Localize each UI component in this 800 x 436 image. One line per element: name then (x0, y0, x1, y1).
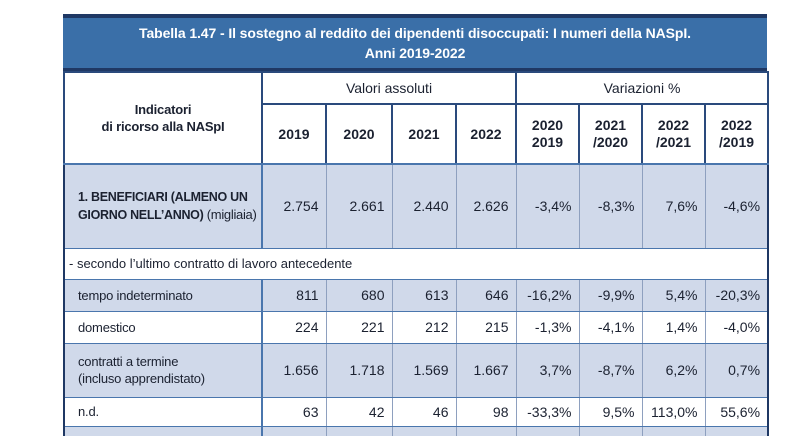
header-var-line1: 2020 (531, 117, 564, 133)
variation-cell: 3,7% (515, 343, 579, 398)
table-row: contratti a termine (incluso apprendista… (64, 343, 769, 398)
empty-cell (64, 426, 263, 436)
row-label-text: domestico (78, 319, 136, 335)
value-cell: 613 (391, 279, 456, 312)
variation-cell: 5,4% (641, 279, 705, 312)
header-year-2019: 2019 (261, 103, 327, 165)
value-cell: 1.718 (325, 343, 392, 398)
variation-cell: -8,7% (578, 343, 642, 398)
header-var-2022-2019: 2022 /2019 (703, 103, 770, 165)
header-indicators: Indicatori di ricorso alla NASpI (63, 71, 263, 165)
header-year-2021: 2021 (391, 103, 457, 165)
empty-cell (704, 426, 769, 436)
table-row-beneficiari: 1. BENEFICIARI (ALMENO UN GIORNO NELL’AN… (64, 164, 769, 249)
row-label: domestico (64, 311, 263, 344)
header-var-line2: /2020 (592, 134, 629, 150)
value-cell: 98 (455, 397, 516, 427)
table-row: n.d. 63 42 46 98 -33,3% 9,5% 113,0% 55,6… (64, 397, 769, 427)
variation-cell: -4,6% (704, 164, 769, 249)
variation-cell: 9,5% (578, 397, 642, 427)
header-year-2022: 2022 (455, 103, 517, 165)
row-label: 1. BENEFICIARI (ALMENO UN GIORNO NELL’AN… (64, 164, 263, 249)
empty-cell (641, 426, 705, 436)
header-var-line1: 2022 (720, 117, 753, 133)
value-cell: 42 (325, 397, 392, 427)
value-cell: 680 (325, 279, 392, 312)
table-row-clipped (64, 426, 769, 436)
row-label: tempo indeterminato (64, 279, 263, 312)
header-indicators-line2: di ricorso alla NASpI (101, 119, 225, 134)
header-year-2020: 2020 (325, 103, 393, 165)
header-var-line1: 2021 (594, 117, 627, 133)
row-label-text: contratti a termine (78, 354, 179, 369)
variation-cell: -4,0% (704, 311, 769, 344)
row-label-text: n.d. (78, 404, 99, 419)
naspi-table: Indicatori di ricorso alla NASpI Valori … (63, 71, 770, 436)
value-cell: 1.667 (455, 343, 516, 398)
header-indicators-line1: Indicatori (134, 102, 192, 117)
empty-cell (325, 426, 392, 436)
variation-cell: 6,2% (641, 343, 705, 398)
table-row: tempo indeterminato 811 680 613 646 -16,… (64, 279, 769, 312)
header-var-line1: 2022 (657, 117, 690, 133)
table-section-row: - secondo l’ultimo contratto di lavoro a… (64, 248, 769, 280)
value-cell: 811 (261, 279, 326, 312)
row-label-line2: GIORNO NELL’ANNO) (migliaia) (78, 206, 260, 224)
header-var-2022-2021: 2022 /2021 (641, 103, 706, 165)
header-var-line2: /2021 (655, 134, 692, 150)
header-variazioni: Variazioni % (514, 71, 770, 105)
variation-cell: -9,9% (578, 279, 642, 312)
value-cell: 63 (261, 397, 326, 427)
variation-cell: 1,4% (641, 311, 705, 344)
variation-cell: -4,1% (578, 311, 642, 344)
table-title-line2: Anni 2019-2022 (364, 45, 466, 61)
row-label: n.d. (64, 397, 263, 427)
variation-cell: -33,3% (515, 397, 579, 427)
value-cell: 2.754 (261, 164, 326, 249)
empty-cell (578, 426, 642, 436)
empty-cell (515, 426, 579, 436)
row-label-text2: (incluso apprendistato) (78, 371, 205, 386)
variation-cell: 0,7% (704, 343, 769, 398)
table-title-line1: Tabella 1.47 - Il sostegno al reddito de… (139, 25, 691, 41)
value-cell: 1.569 (391, 343, 456, 398)
variation-cell: 7,6% (641, 164, 705, 249)
header-var-2020-2019: 2020 2019 (515, 103, 580, 165)
empty-cell (455, 426, 516, 436)
variation-cell: -3,4% (515, 164, 579, 249)
table-figure: Tabella 1.47 - Il sostegno al reddito de… (63, 14, 770, 436)
empty-cell (391, 426, 456, 436)
row-label-unit: (migliaia) (203, 206, 257, 222)
value-cell: 646 (455, 279, 516, 312)
value-cell: 46 (391, 397, 456, 427)
header-var-line2: 2019 (531, 134, 564, 150)
value-cell: 2.440 (391, 164, 456, 249)
table-row: domestico 224 221 212 215 -1,3% -4,1% 1,… (64, 311, 769, 344)
row-label-text: tempo indeterminato (78, 287, 193, 303)
value-cell: 2.626 (455, 164, 516, 249)
section-label: - secondo l’ultimo contratto di lavoro a… (64, 248, 769, 280)
value-cell: 1.656 (261, 343, 326, 398)
header-var-line2: /2019 (718, 134, 755, 150)
variation-cell: -20,3% (704, 279, 769, 312)
table-title: Tabella 1.47 - Il sostegno al reddito de… (63, 18, 767, 71)
value-cell: 215 (455, 311, 516, 344)
value-cell: 221 (325, 311, 392, 344)
table-top-border (63, 14, 767, 18)
variation-cell: -1,3% (515, 311, 579, 344)
row-label: contratti a termine (incluso apprendista… (64, 343, 263, 398)
variation-cell: -8,3% (578, 164, 642, 249)
variation-cell: 113,0% (641, 397, 705, 427)
row-label-line1: 1. BENEFICIARI (ALMENO UN (78, 189, 248, 204)
value-cell: 2.661 (325, 164, 392, 249)
value-cell: 224 (261, 311, 326, 344)
variation-cell: 55,6% (704, 397, 769, 427)
variation-cell: -16,2% (515, 279, 579, 312)
header-var-2021-2020: 2021 /2020 (578, 103, 643, 165)
empty-cell (261, 426, 326, 436)
value-cell: 212 (391, 311, 456, 344)
row-label-line2-bold: GIORNO NELL’ANNO) (78, 207, 204, 222)
header-valori-assoluti: Valori assoluti (261, 71, 517, 105)
